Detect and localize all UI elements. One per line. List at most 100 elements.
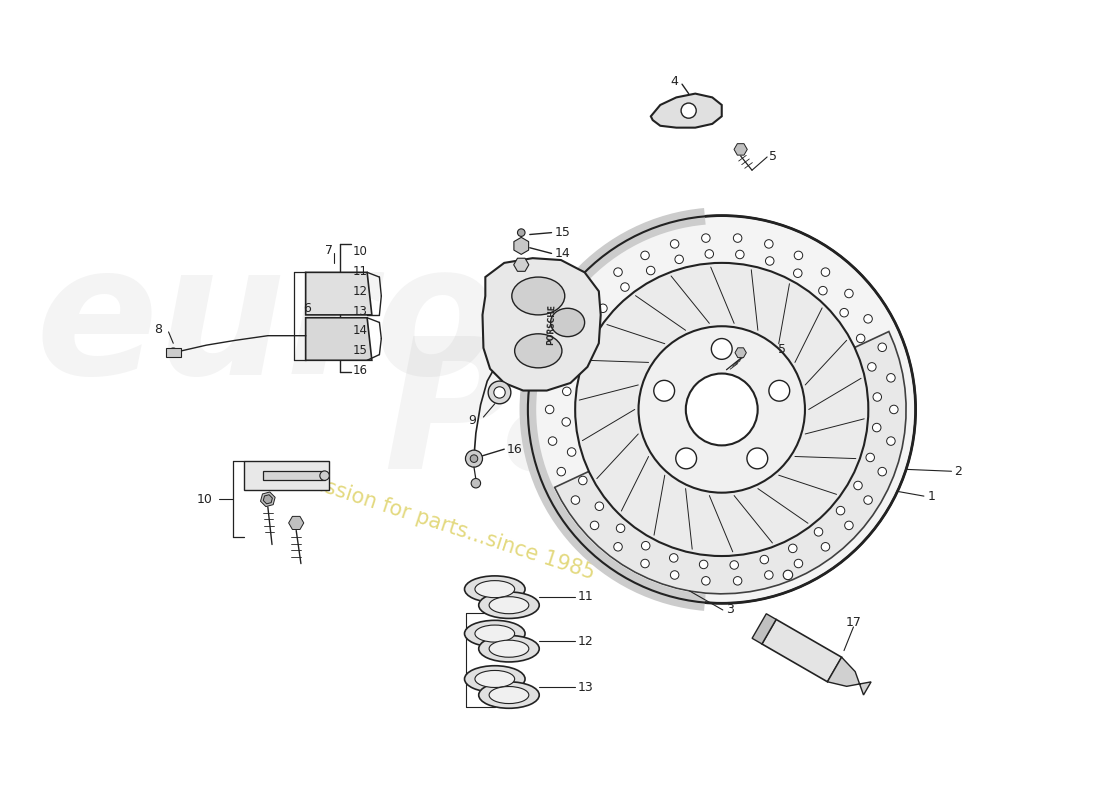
Polygon shape: [554, 331, 906, 594]
Text: 15: 15: [353, 344, 367, 358]
Circle shape: [887, 374, 895, 382]
Circle shape: [818, 286, 827, 295]
Circle shape: [730, 561, 738, 570]
Polygon shape: [735, 348, 746, 358]
Circle shape: [168, 348, 178, 358]
Circle shape: [836, 506, 845, 515]
Ellipse shape: [475, 625, 515, 642]
Circle shape: [568, 448, 576, 456]
Circle shape: [598, 304, 607, 313]
Ellipse shape: [490, 640, 529, 658]
Text: 10: 10: [197, 493, 213, 506]
Circle shape: [548, 437, 557, 446]
Text: 5: 5: [769, 150, 777, 163]
Text: 6: 6: [304, 302, 311, 314]
Circle shape: [641, 559, 649, 568]
Circle shape: [471, 478, 481, 488]
Circle shape: [571, 314, 580, 323]
Ellipse shape: [490, 597, 529, 614]
Circle shape: [789, 544, 797, 553]
Text: 8: 8: [154, 322, 162, 335]
Circle shape: [793, 269, 802, 278]
Circle shape: [465, 450, 483, 467]
Polygon shape: [166, 348, 180, 358]
Circle shape: [638, 326, 805, 493]
Circle shape: [675, 448, 696, 469]
Circle shape: [557, 467, 565, 476]
Circle shape: [591, 290, 598, 298]
Text: 1: 1: [927, 490, 936, 502]
Circle shape: [647, 266, 654, 274]
Circle shape: [769, 380, 790, 401]
Circle shape: [670, 240, 679, 248]
Circle shape: [845, 290, 854, 298]
Circle shape: [747, 448, 768, 469]
Circle shape: [700, 560, 708, 569]
Circle shape: [562, 387, 571, 395]
Circle shape: [794, 251, 803, 260]
Circle shape: [822, 542, 829, 551]
Ellipse shape: [464, 620, 525, 647]
Text: 5: 5: [779, 343, 786, 356]
Polygon shape: [244, 462, 329, 490]
Ellipse shape: [475, 581, 515, 598]
Polygon shape: [514, 238, 529, 254]
Polygon shape: [651, 94, 722, 128]
Polygon shape: [288, 516, 304, 530]
Circle shape: [685, 374, 758, 446]
Polygon shape: [263, 494, 273, 504]
Circle shape: [702, 577, 711, 585]
Polygon shape: [734, 144, 747, 155]
Circle shape: [766, 257, 774, 266]
Circle shape: [579, 476, 587, 485]
Text: 17: 17: [846, 616, 861, 629]
Ellipse shape: [512, 277, 564, 315]
Text: 4: 4: [671, 75, 679, 88]
Polygon shape: [261, 492, 275, 506]
Circle shape: [581, 329, 590, 338]
Circle shape: [641, 251, 649, 260]
Polygon shape: [483, 258, 601, 390]
Circle shape: [557, 343, 565, 351]
Polygon shape: [752, 614, 777, 644]
Circle shape: [470, 455, 477, 462]
Polygon shape: [827, 658, 871, 695]
Circle shape: [887, 437, 895, 446]
Circle shape: [890, 406, 898, 414]
Text: a passion for parts...since 1985: a passion for parts...since 1985: [279, 462, 597, 583]
Circle shape: [878, 343, 887, 351]
Circle shape: [681, 103, 696, 118]
Polygon shape: [514, 258, 529, 271]
Circle shape: [736, 250, 744, 258]
Circle shape: [548, 374, 557, 382]
Ellipse shape: [551, 308, 584, 337]
Text: 7: 7: [326, 244, 333, 257]
Text: 13: 13: [353, 305, 367, 318]
Circle shape: [712, 338, 733, 359]
Circle shape: [840, 309, 848, 317]
Text: 14: 14: [554, 247, 570, 260]
Circle shape: [614, 542, 623, 551]
Circle shape: [546, 406, 554, 414]
Circle shape: [591, 521, 598, 530]
Circle shape: [783, 570, 793, 580]
Circle shape: [653, 380, 674, 401]
Circle shape: [764, 570, 773, 579]
Ellipse shape: [478, 592, 539, 618]
Text: euro: euro: [36, 236, 499, 412]
Polygon shape: [762, 619, 842, 682]
Text: 2: 2: [955, 465, 962, 478]
Ellipse shape: [478, 682, 539, 708]
Ellipse shape: [464, 576, 525, 602]
Text: 16: 16: [507, 442, 522, 456]
Circle shape: [872, 423, 881, 432]
Text: Parts: Parts: [384, 331, 909, 507]
Circle shape: [705, 250, 714, 258]
Circle shape: [641, 542, 650, 550]
Circle shape: [616, 524, 625, 533]
Text: 10: 10: [353, 245, 367, 258]
Circle shape: [575, 263, 868, 556]
Text: 9: 9: [468, 414, 476, 427]
Text: 15: 15: [554, 226, 570, 239]
Circle shape: [794, 559, 803, 568]
